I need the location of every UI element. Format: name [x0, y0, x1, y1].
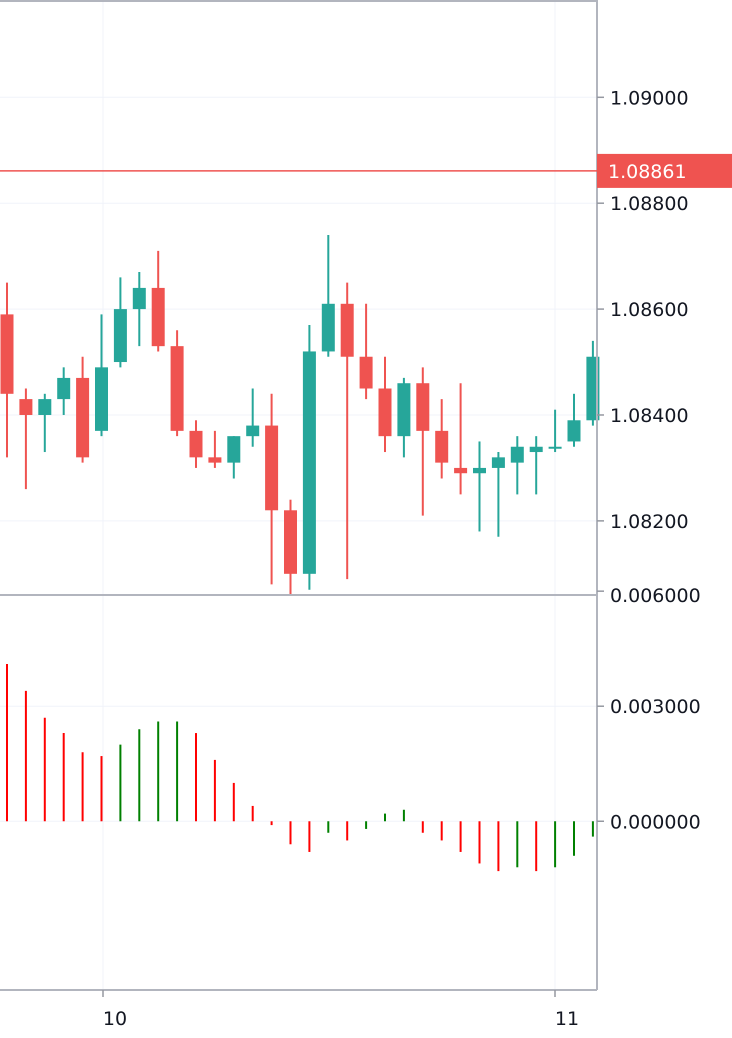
- candle-up: [95, 314, 108, 437]
- candle-body: [189, 430, 203, 458]
- price-tick-label: 1.09000: [610, 87, 689, 109]
- candle-body: [113, 309, 127, 363]
- candle-body: [151, 287, 165, 347]
- candle-up: [491, 452, 505, 537]
- candle-up: [227, 436, 241, 479]
- price-tick-label: 1.08200: [610, 511, 689, 533]
- candle-up: [302, 324, 316, 590]
- candle-down: [151, 250, 165, 352]
- candle-body: [567, 420, 581, 442]
- candle-down: [189, 420, 203, 468]
- candle-up: [57, 367, 71, 415]
- candle-down: [454, 383, 468, 495]
- candle-body: [359, 356, 373, 389]
- time-axis[interactable]: 10 11: [102, 990, 579, 1030]
- last-price-tag: [597, 153, 732, 188]
- price-tick-label: 1.08800: [610, 193, 689, 215]
- candle-body: [132, 287, 146, 310]
- candlestick-series: [0, 234, 600, 595]
- candle-body: [416, 383, 430, 431]
- candle-body: [340, 303, 354, 357]
- candle-down: [76, 356, 90, 463]
- candle-body: [302, 351, 316, 574]
- candle-body: [548, 446, 562, 449]
- candle-up: [548, 409, 562, 453]
- candle-body: [378, 388, 392, 437]
- price-axis[interactable]: 1.09000 1.08800 1.08600 1.08400 1.08200: [597, 87, 689, 533]
- candle-up: [246, 388, 260, 447]
- candle-up: [473, 441, 486, 532]
- oscillator-axis[interactable]: 0.006000 0.003000 0.000000: [597, 585, 701, 833]
- candle-down: [359, 303, 373, 400]
- candle-down: [284, 499, 297, 595]
- candle-down: [435, 399, 449, 479]
- oscillator-tick-label: 0.006000: [610, 585, 701, 607]
- candle-up: [38, 393, 52, 453]
- candle-body: [95, 367, 108, 431]
- candle-body: [227, 436, 241, 463]
- time-tick-label: 10: [103, 1008, 127, 1030]
- chart-frame: [0, 0, 598, 991]
- candle-down: [0, 282, 14, 458]
- candle-body: [170, 346, 184, 431]
- candle-up: [567, 393, 581, 447]
- last-price-marker: 1.08861: [0, 153, 732, 188]
- candle-body: [57, 377, 71, 400]
- candle-body: [76, 377, 90, 458]
- oscillator-tick-label: 0.003000: [610, 696, 701, 718]
- candle-up: [529, 436, 543, 495]
- candle-down: [340, 282, 354, 580]
- candle-down: [208, 430, 222, 468]
- candle-body: [246, 425, 260, 437]
- candle-body: [491, 457, 505, 468]
- candle-down: [170, 330, 184, 437]
- candle-body: [265, 425, 279, 511]
- grid-lines: [0, 0, 597, 990]
- candle-down: [19, 388, 33, 490]
- oscillator-tick-label: 0.000000: [610, 811, 701, 833]
- candle-up: [397, 377, 411, 458]
- candle-down: [416, 367, 430, 516]
- candle-body: [529, 446, 543, 453]
- candle-up: [132, 272, 146, 347]
- time-tick-label: 11: [555, 1008, 579, 1030]
- candle-body: [454, 467, 468, 474]
- histogram-series: [6, 664, 594, 872]
- candle-body: [510, 446, 524, 463]
- candle-up: [510, 436, 524, 495]
- candle-body: [321, 303, 335, 352]
- candle-down: [265, 393, 279, 585]
- candle-body: [397, 383, 411, 437]
- candle-body: [38, 399, 52, 415]
- price-tick-label: 1.08400: [610, 405, 689, 427]
- candle-body: [0, 314, 14, 394]
- candle-up: [113, 277, 127, 368]
- candle-body: [473, 467, 486, 474]
- candle-down: [378, 356, 392, 453]
- last-price-label: 1.08861: [608, 161, 687, 183]
- candle-body: [208, 457, 222, 463]
- candle-body: [435, 430, 449, 463]
- candle-body: [284, 510, 297, 574]
- candle-body: [19, 399, 33, 415]
- candle-up: [321, 234, 335, 357]
- price-tick-label: 1.08600: [610, 299, 689, 321]
